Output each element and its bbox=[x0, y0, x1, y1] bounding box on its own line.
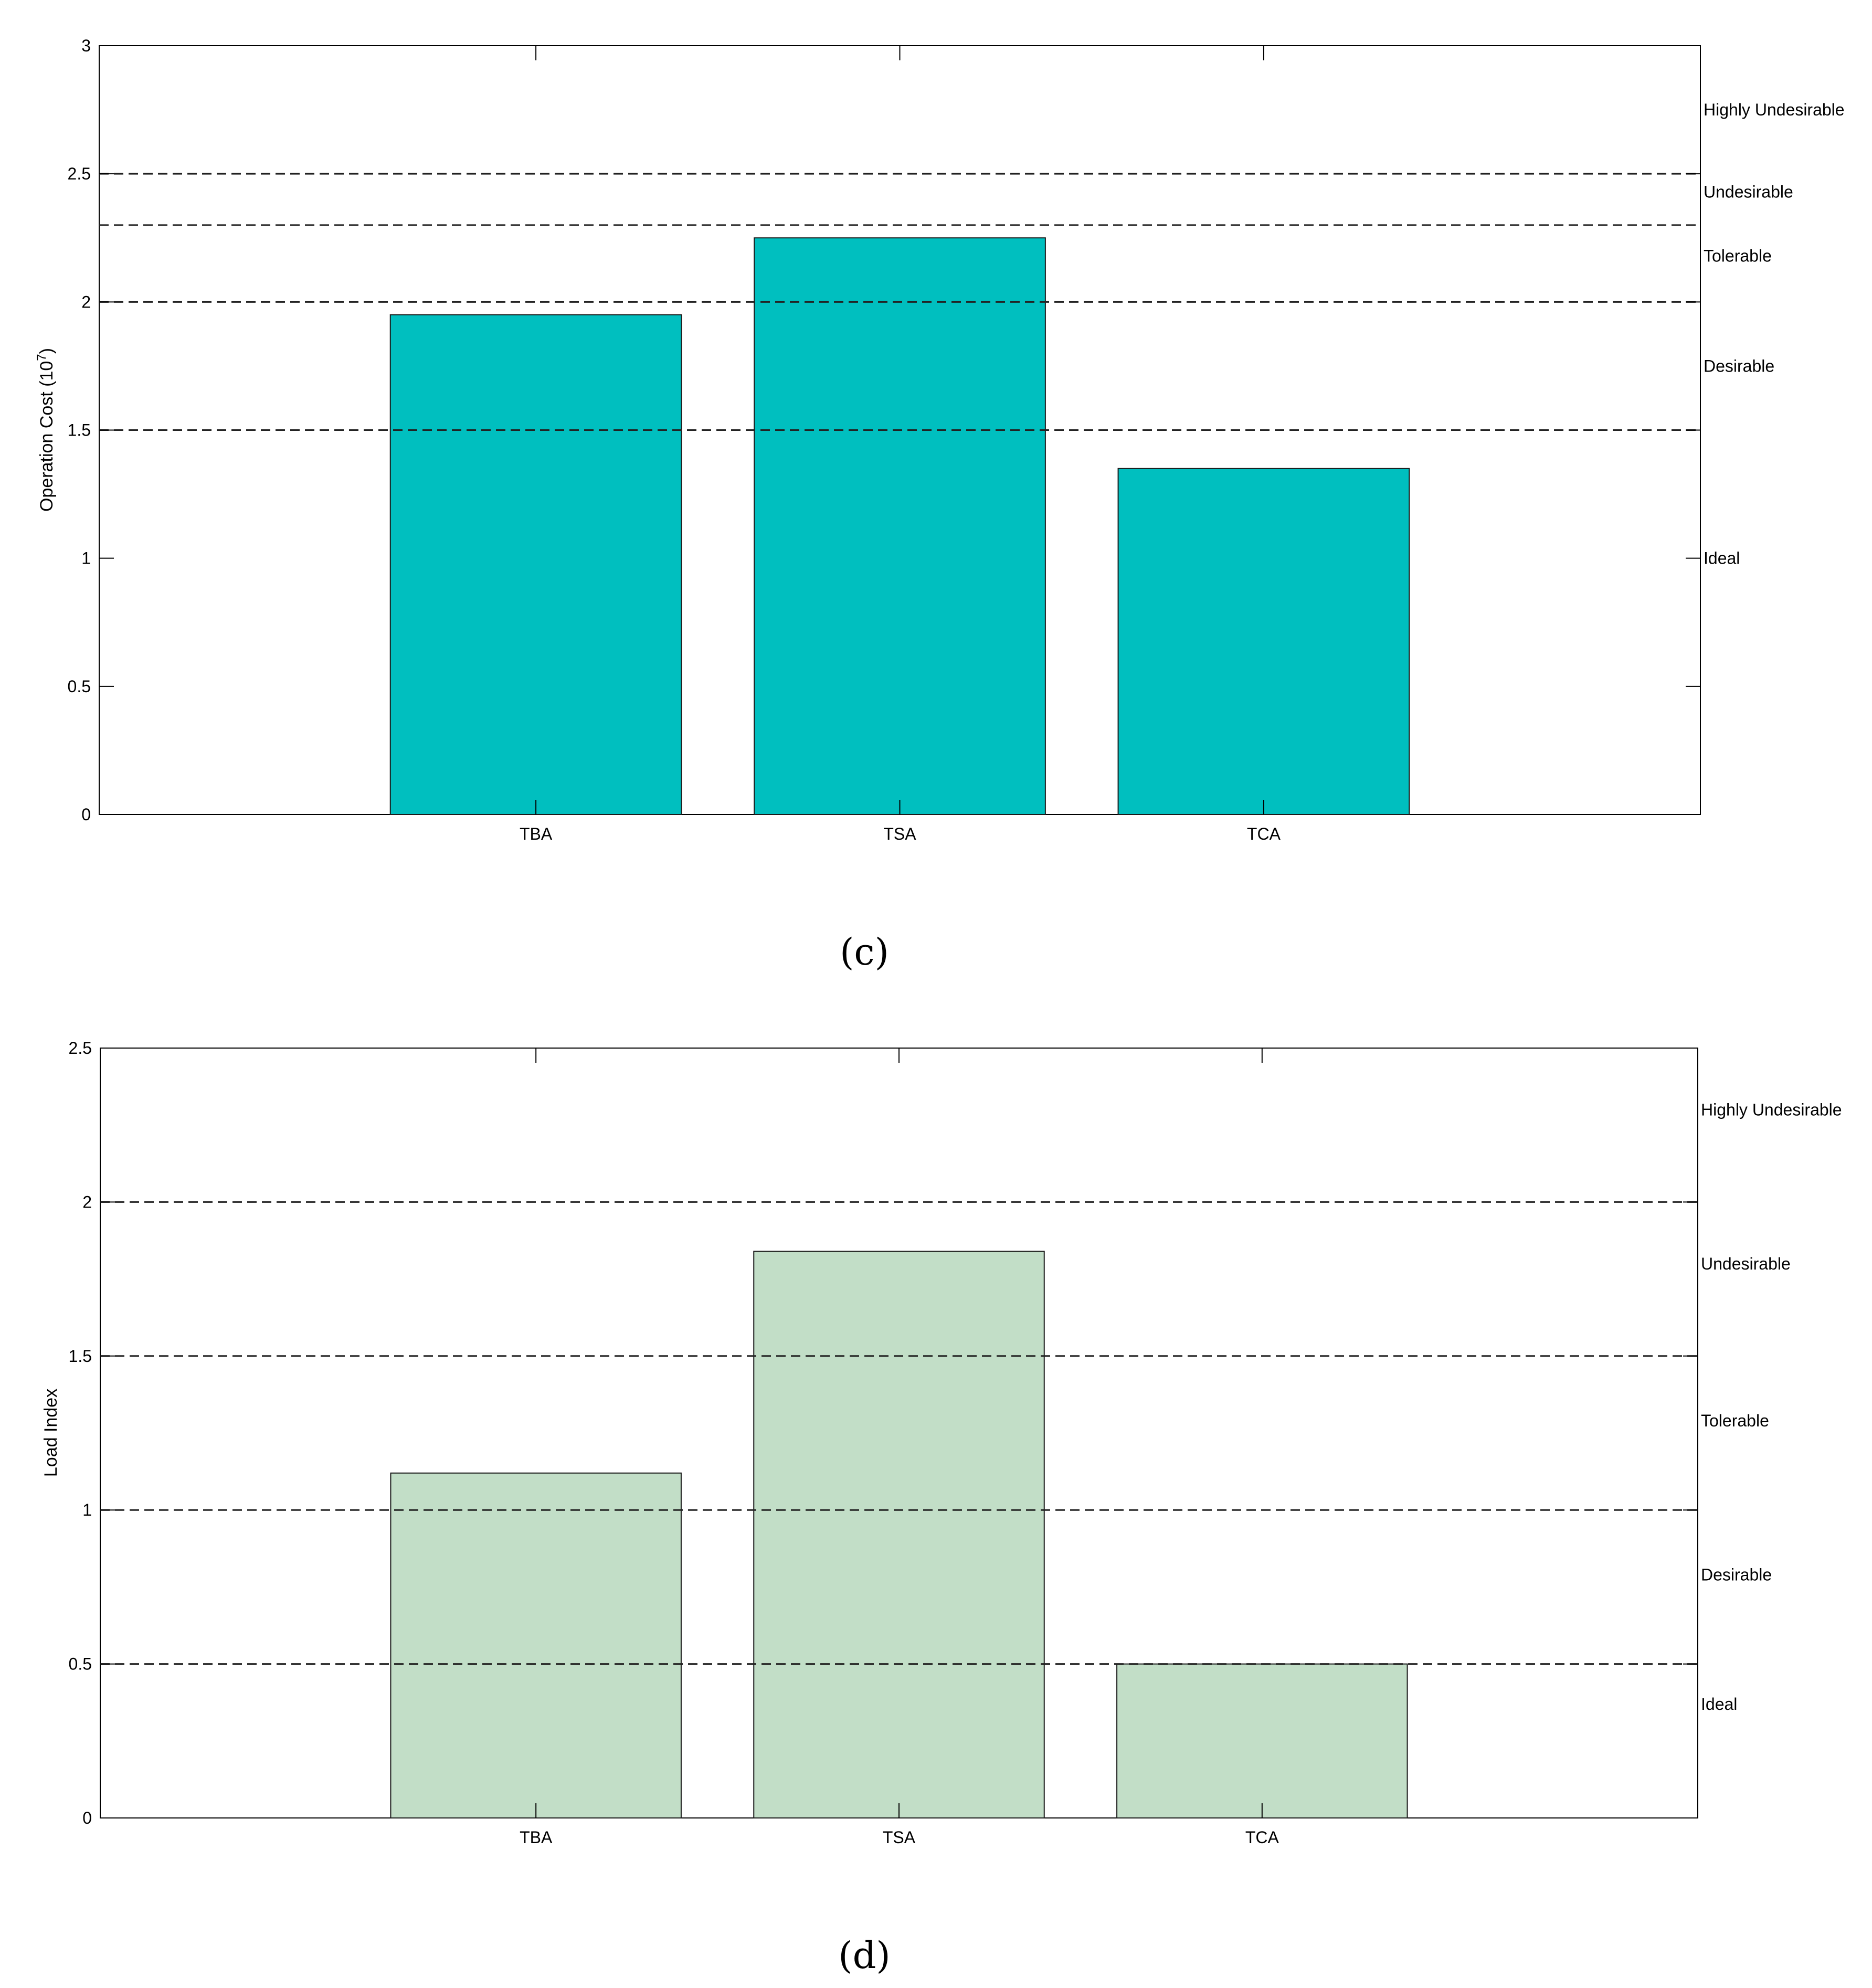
band-labels: Ideal Desirable Tolerable Undesirable Highly… bbox=[1704, 100, 1845, 568]
y-tick-label: 1.5 bbox=[68, 421, 91, 440]
panel-label: (d) bbox=[838, 1934, 890, 1977]
y-tick-label: 2.5 bbox=[68, 164, 91, 183]
x-tick-label: TSA bbox=[883, 1828, 916, 1847]
bar-tca bbox=[1117, 468, 1410, 815]
y-tick-label: 0 bbox=[82, 1809, 92, 1827]
band-label: Tolerable bbox=[1701, 1411, 1769, 1430]
bar-tba bbox=[390, 1472, 682, 1818]
chart-panel-c: 0 0.5 1 1.5 2 2.5 3 TBA TSA TCA Ideal Desirable To… bbox=[35, 36, 1845, 974]
panel-label: (c) bbox=[840, 930, 889, 974]
y-axis-title: Operation Cost (107) bbox=[35, 348, 57, 512]
bar-tba bbox=[389, 314, 682, 815]
band-label: Highly Undesirable bbox=[1701, 1100, 1842, 1119]
y-tick-label: 3 bbox=[81, 36, 91, 55]
y-tick-label: 0.5 bbox=[69, 1655, 92, 1674]
band-labels: Ideal Desirable Tolerable Undesirable Highly… bbox=[1701, 1100, 1842, 1714]
threshold-lines bbox=[99, 173, 1700, 431]
band-label: Undesirable bbox=[1704, 182, 1793, 201]
bar-tsa bbox=[753, 1251, 1045, 1819]
band-label: Ideal bbox=[1704, 549, 1740, 568]
chart-panel-d: 0 0.5 1 1.5 2 2.5 TBA TSA TCA Ideal Desirable Tol… bbox=[41, 1039, 1842, 1977]
y-tick-label: 0.5 bbox=[68, 677, 91, 696]
threshold-lines bbox=[100, 1201, 1698, 1665]
band-label: Desirable bbox=[1701, 1565, 1772, 1584]
x-tick-label: TSA bbox=[883, 824, 916, 843]
x-tick-label: TCA bbox=[1247, 824, 1281, 843]
band-label: Undesirable bbox=[1701, 1254, 1791, 1273]
y-tick-label: 1 bbox=[81, 549, 91, 568]
y-tick-label: 2 bbox=[81, 292, 91, 311]
x-tick-label: TBA bbox=[520, 824, 553, 843]
bar-tca bbox=[1116, 1663, 1408, 1819]
band-label: Ideal bbox=[1701, 1695, 1737, 1714]
y-tick-label: 0 bbox=[81, 805, 91, 824]
band-label: Desirable bbox=[1704, 356, 1774, 375]
band-label: Tolerable bbox=[1704, 246, 1772, 265]
x-axis-ticks: TBA TSA TCA bbox=[520, 1048, 1279, 1847]
y-tick-label: 1.5 bbox=[69, 1347, 92, 1366]
bars bbox=[390, 1251, 1408, 1819]
bar-tsa bbox=[754, 237, 1046, 815]
y-tick-label: 1 bbox=[82, 1500, 92, 1519]
y-tick-label: 2 bbox=[82, 1192, 92, 1211]
band-label: Highly Undesirable bbox=[1704, 100, 1845, 119]
x-axis-ticks: TBA TSA TCA bbox=[520, 46, 1281, 843]
y-axis-ticks: 0 0.5 1 1.5 2 2.5 bbox=[69, 1039, 1698, 1827]
y-axis-title: Load Index bbox=[41, 1389, 61, 1477]
y-axis-ticks: 0 0.5 1 1.5 2 2.5 3 bbox=[68, 36, 1700, 824]
y-tick-label: 2.5 bbox=[69, 1039, 92, 1058]
x-tick-label: TCA bbox=[1245, 1828, 1279, 1847]
x-tick-label: TBA bbox=[520, 1828, 553, 1847]
bars bbox=[389, 237, 1410, 815]
